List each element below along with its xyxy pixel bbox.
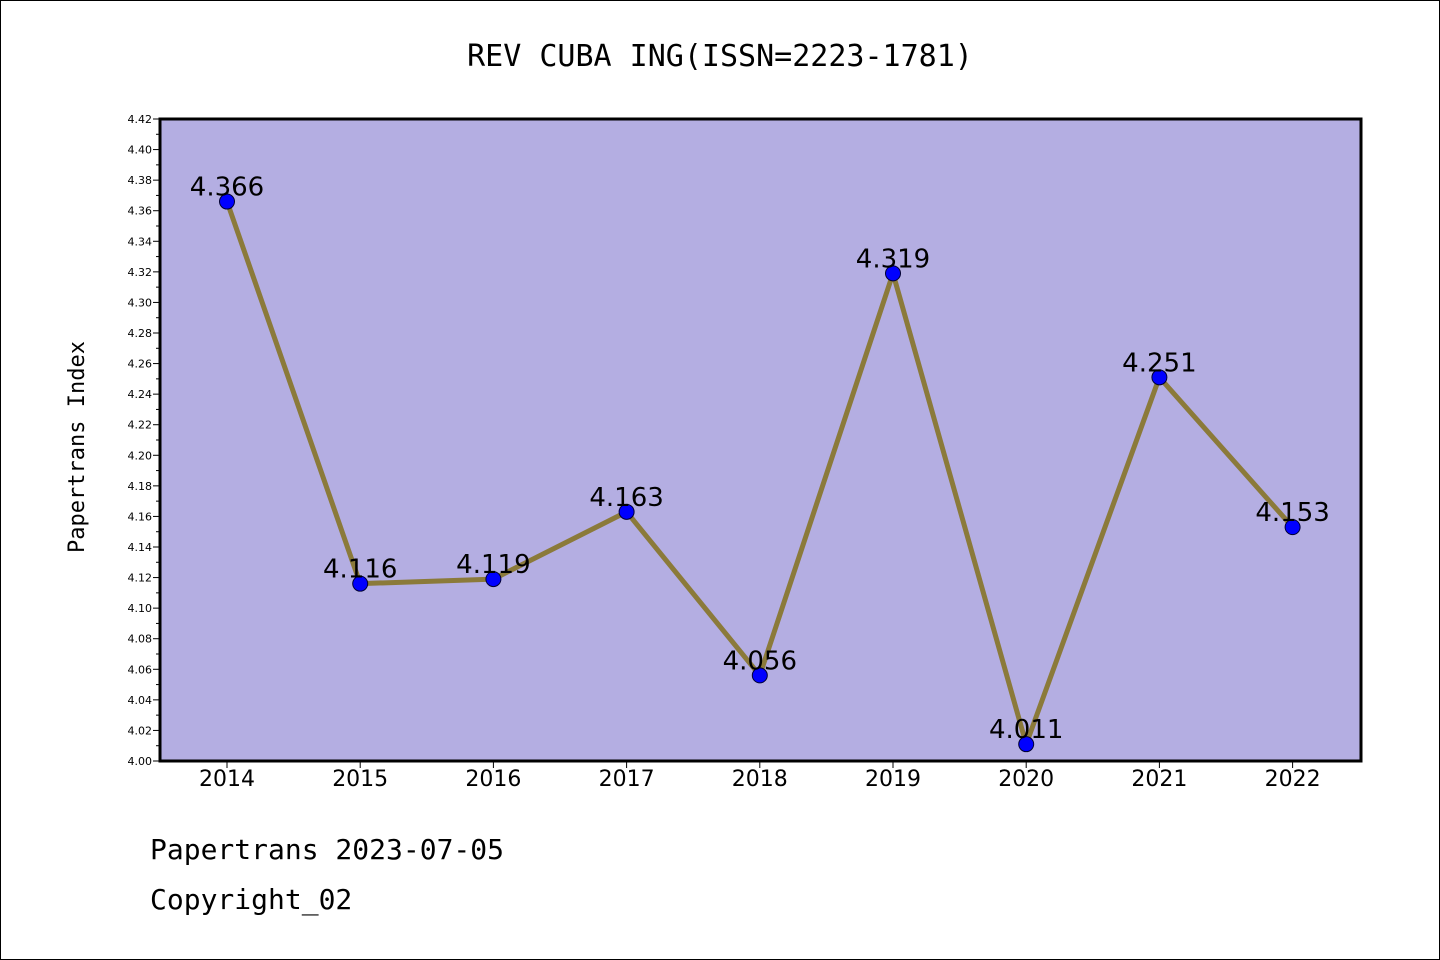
y-axis-title: Papertrans Index — [65, 341, 90, 553]
y-tick-label: 4.02 — [128, 724, 153, 737]
data-label: 4.119 — [456, 550, 530, 580]
data-label: 4.319 — [856, 244, 930, 274]
data-point-marker — [885, 265, 901, 282]
data-point-marker — [618, 503, 635, 520]
y-tick-label: 4.36 — [128, 205, 153, 218]
footer-date: Papertrans 2023-07-05 — [150, 833, 505, 866]
data-label: 4.116 — [323, 555, 397, 585]
y-tick-label: 4.08 — [128, 633, 153, 646]
data-point-marker — [1284, 519, 1301, 536]
data-point-marker — [485, 571, 502, 588]
y-tick-label: 4.14 — [128, 541, 153, 554]
chart-title: REV CUBA ING(ISSN=2223-1781) — [467, 39, 973, 74]
footer-copyright: Copyright_02 — [150, 883, 353, 916]
y-tick-label: 4.28 — [128, 327, 153, 340]
y-tick-label: 4.12 — [128, 572, 153, 585]
y-tick-label: 4.34 — [128, 235, 153, 248]
x-tick-label: 2021 — [1131, 767, 1187, 792]
x-tick-label: 2019 — [865, 767, 921, 792]
y-tick-label: 4.30 — [128, 296, 153, 309]
series-papertrans-index: 4.366 4.116 4.119 4.163 4.056 4.319 4.011 4.251… — [190, 173, 1330, 753]
data-point-marker — [352, 575, 369, 592]
data-label: 4.163 — [589, 483, 663, 513]
y-tick-label: 4.16 — [128, 510, 153, 523]
data-label: 4.366 — [190, 173, 264, 203]
data-point-marker — [751, 667, 768, 684]
y-tick-label: 4.06 — [128, 663, 153, 676]
data-point-marker — [1151, 369, 1168, 386]
x-tick-label: 2014 — [199, 767, 255, 792]
y-tick-label: 4.24 — [128, 388, 153, 401]
data-label: 4.153 — [1255, 498, 1329, 528]
x-tick-label: 2016 — [465, 767, 521, 792]
x-tick-label: 2017 — [599, 767, 655, 792]
data-point-marker — [1018, 736, 1035, 753]
y-tick-label: 4.10 — [128, 602, 153, 615]
x-tick-label: 2022 — [1265, 767, 1321, 792]
y-tick-label: 4.04 — [128, 694, 153, 707]
y-tick-label: 4.40 — [128, 144, 153, 157]
data-label: 4.251 — [1122, 348, 1196, 378]
data-label: 4.056 — [723, 646, 797, 676]
y-tick-label: 4.18 — [128, 480, 153, 493]
data-point-marker — [219, 193, 235, 210]
x-axis: 2014 2015 2016 2017 2018 2019 2020 2021 2022 — [199, 761, 1321, 792]
x-tick-label: 2018 — [732, 767, 788, 792]
x-tick-label: 2020 — [998, 767, 1054, 792]
y-axis: 4.00 4.02 4.04 4.06 4.08 4.10 4.12 4.14 4.16 4.18… — [128, 113, 160, 768]
plot-area — [160, 119, 1361, 761]
y-tick-label: 4.00 — [128, 755, 153, 768]
data-label: 4.011 — [989, 715, 1063, 745]
x-tick-label: 2015 — [332, 767, 388, 792]
y-tick-label: 4.22 — [128, 419, 153, 432]
y-tick-label: 4.20 — [128, 449, 153, 462]
y-tick-label: 4.32 — [128, 266, 153, 279]
plot-border — [158, 117, 1363, 763]
y-tick-label: 4.26 — [128, 358, 153, 371]
y-tick-label: 4.42 — [128, 113, 153, 126]
y-tick-label: 4.38 — [128, 174, 153, 187]
